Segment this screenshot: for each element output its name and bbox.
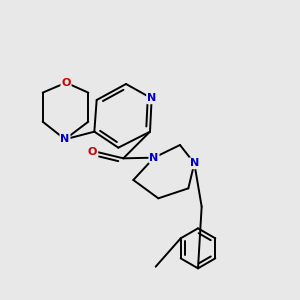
Text: O: O xyxy=(61,78,71,88)
Text: N: N xyxy=(190,158,199,168)
Text: N: N xyxy=(147,93,156,103)
Text: N: N xyxy=(149,153,159,163)
Text: N: N xyxy=(60,134,70,144)
Text: O: O xyxy=(88,147,98,157)
